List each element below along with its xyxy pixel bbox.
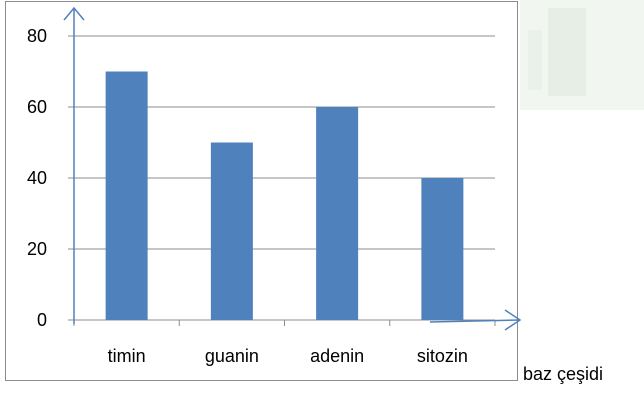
x-tick-label: sitozin bbox=[417, 346, 468, 366]
bar-timin bbox=[105, 71, 148, 320]
y-tick-label: 80 bbox=[27, 26, 47, 46]
y-tick-label: 20 bbox=[27, 239, 47, 259]
x-axis-arrow-line bbox=[429, 319, 521, 323]
bar-adenin bbox=[316, 107, 359, 320]
bar-guanin bbox=[210, 142, 253, 320]
y-axis-arrowhead-icon bbox=[63, 6, 85, 21]
x-tick-label: adenin bbox=[310, 346, 364, 366]
x-axis-arrowhead-icon bbox=[504, 309, 522, 331]
bar-sitozin bbox=[421, 178, 464, 320]
y-tick-label: 0 bbox=[37, 310, 47, 330]
x-tick-label: timin bbox=[108, 346, 146, 366]
x-tick-label: guanin bbox=[205, 346, 259, 366]
y-tick-label: 60 bbox=[27, 97, 47, 117]
y-tick-label: 40 bbox=[27, 168, 47, 188]
x-axis-title: baz çeşidi bbox=[523, 364, 604, 384]
